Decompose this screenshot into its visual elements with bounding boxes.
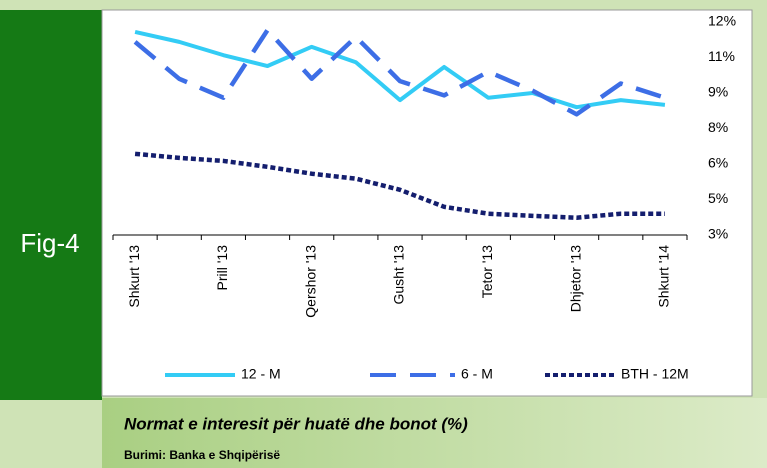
series-line <box>134 29 666 110</box>
x-tick-label: Dhjetor '13 <box>567 245 583 312</box>
x-tick-label: Shkurt '13 <box>126 245 142 308</box>
x-tick-label: Tetor '13 <box>479 245 495 298</box>
legend-label: 6 - M <box>461 366 493 382</box>
caption: Normat e interesit për huatë dhe bonot (… <box>124 414 468 433</box>
legend-label: BTH - 12M <box>621 366 689 382</box>
legend-label: 12 - M <box>241 366 281 382</box>
figure-label: Fig-4 <box>20 228 79 258</box>
y-tick-label: 8% <box>708 119 728 135</box>
y-tick-label: 3% <box>708 226 728 242</box>
x-tick-label: Prill '13 <box>214 245 230 291</box>
series-line <box>133 27 666 117</box>
y-tick-label: 12% <box>708 13 736 29</box>
x-tick-label: Gusht '13 <box>391 245 407 305</box>
source: Burimi: Banka e Shqipërisë <box>124 448 280 462</box>
y-tick-label: 5% <box>708 190 728 206</box>
caption-band <box>102 398 767 468</box>
y-tick-label: 9% <box>708 84 728 100</box>
side-panel <box>0 10 102 400</box>
plot-panel <box>101 9 753 397</box>
y-tick-label: 6% <box>708 155 728 171</box>
x-tick-label: Shkurt '14 <box>656 245 672 308</box>
y-tick-label: 11% <box>708 48 735 64</box>
x-tick-label: Qershor '13 <box>302 245 318 318</box>
series-line <box>134 151 665 220</box>
